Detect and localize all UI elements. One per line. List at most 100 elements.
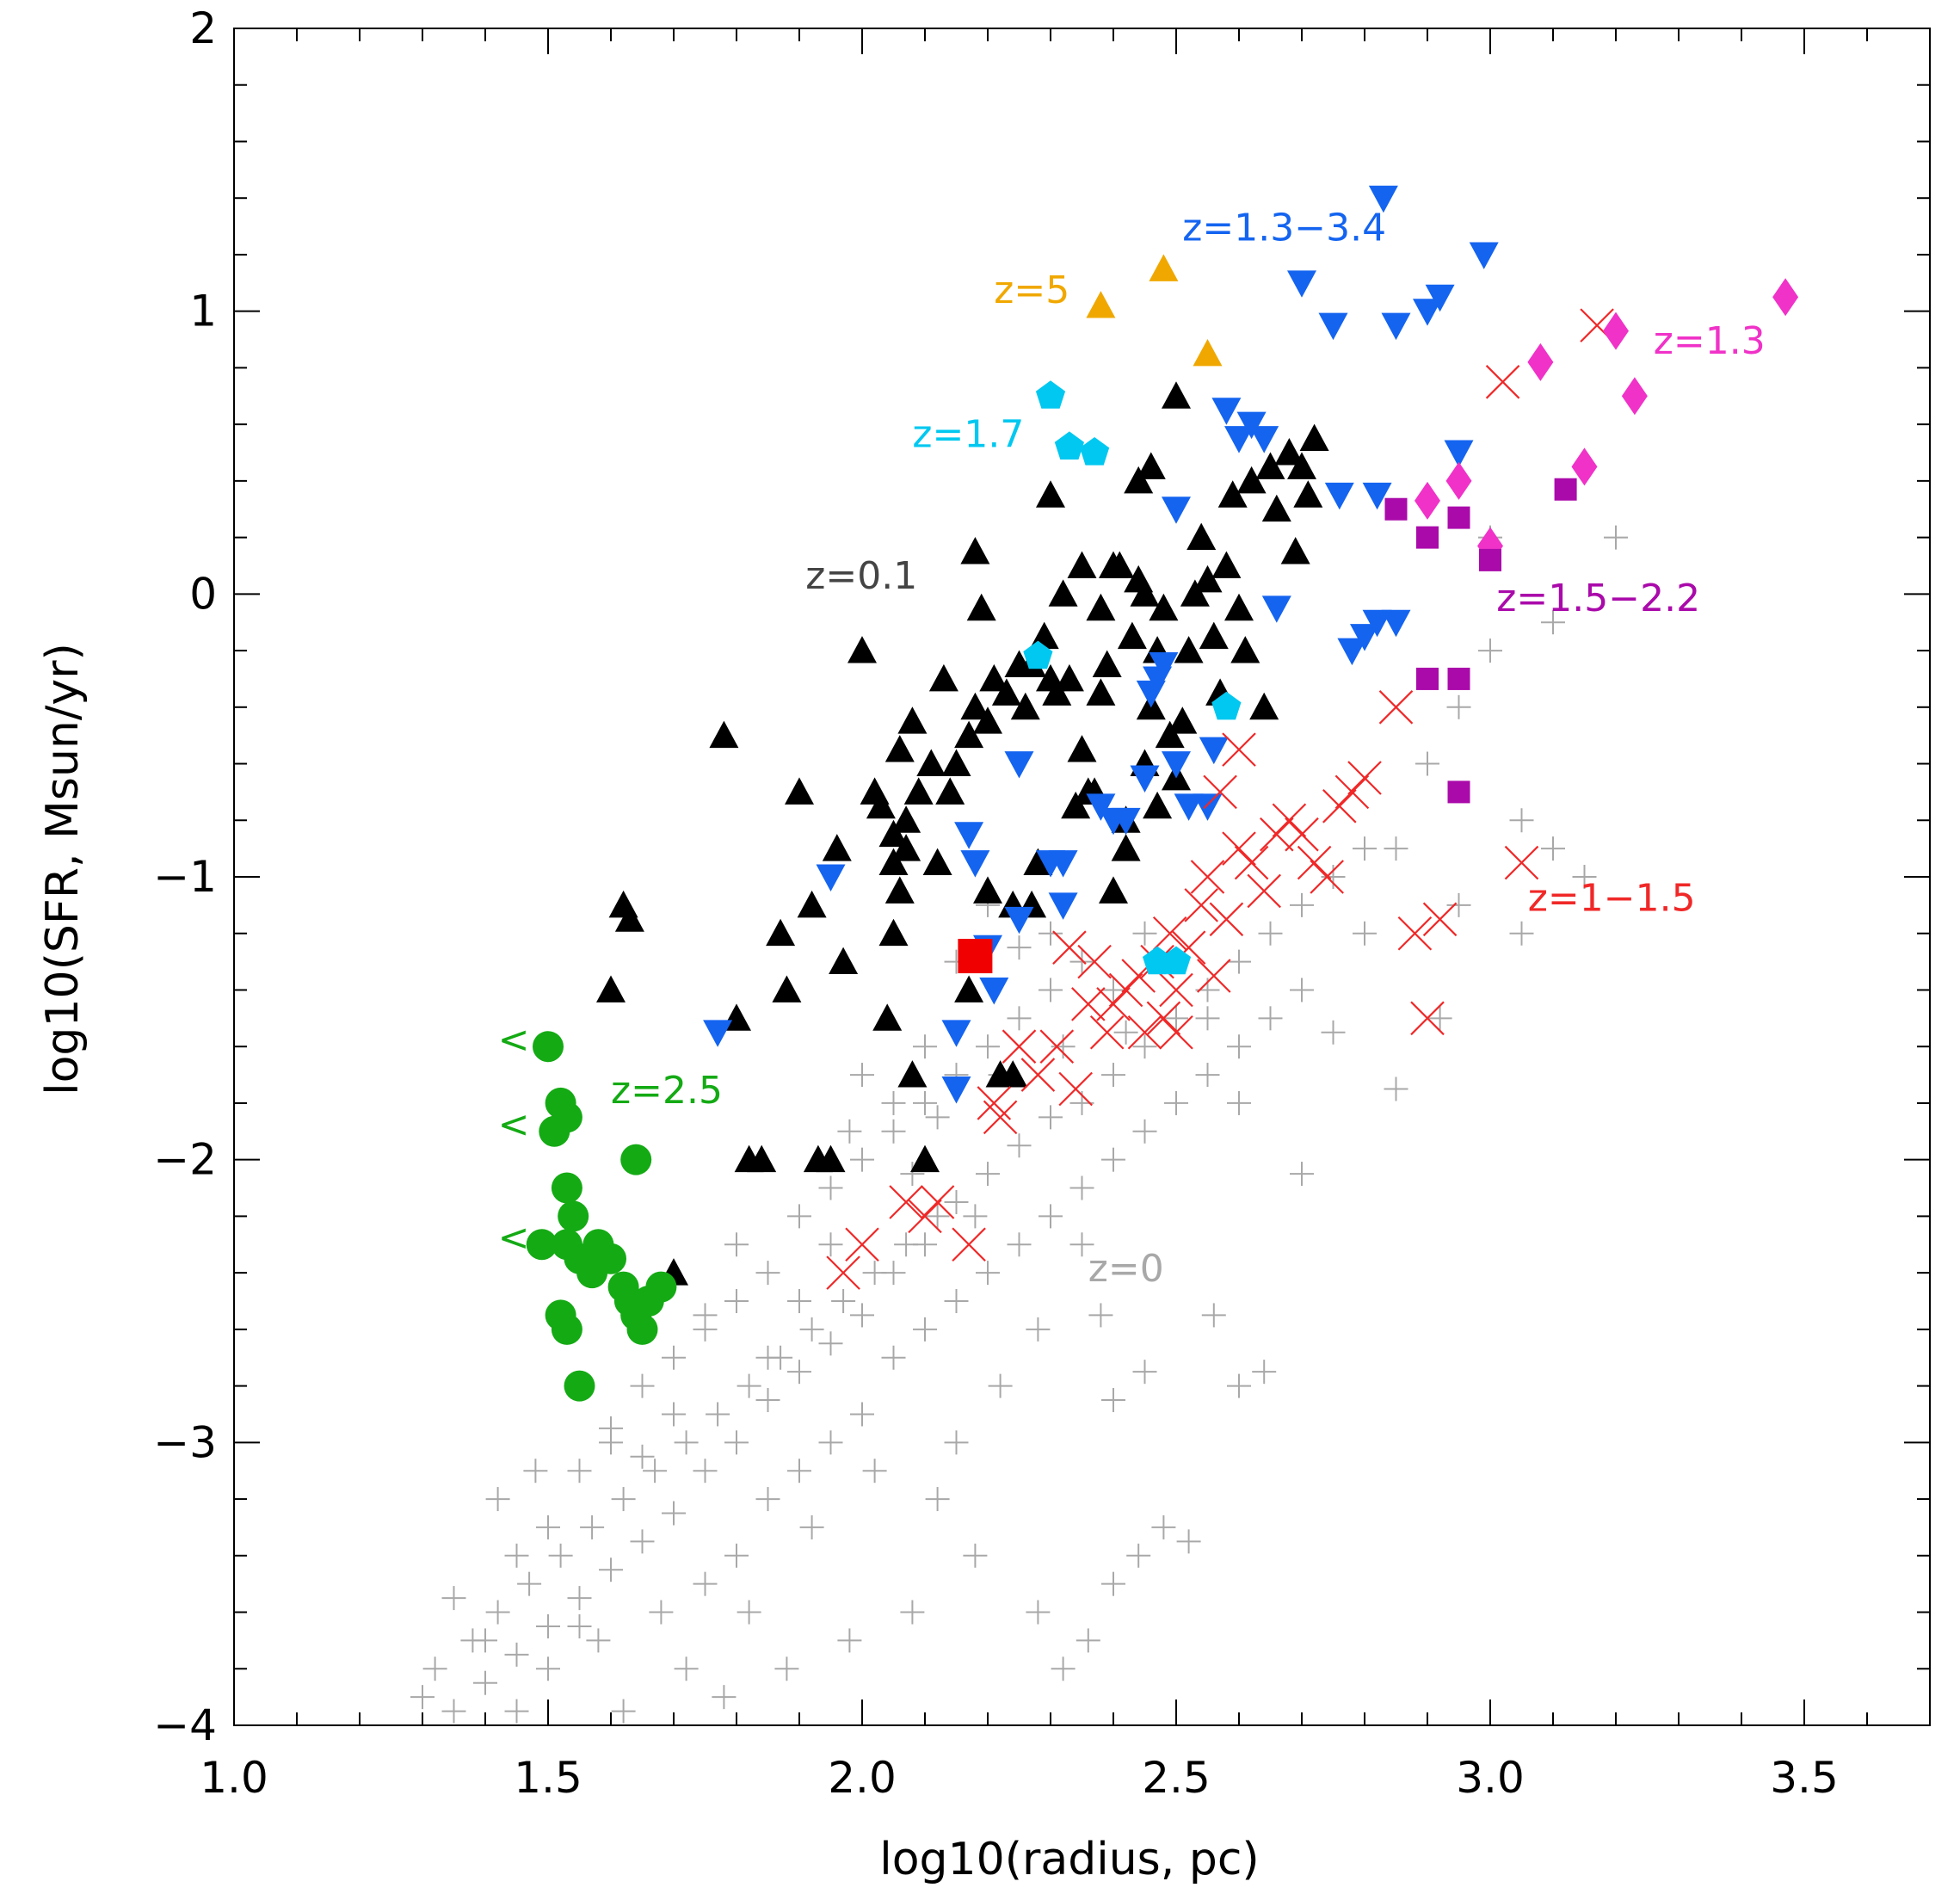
point-z-1-1-5: [1197, 959, 1231, 993]
point-z-1-1-5: [1485, 365, 1520, 399]
point-z-1-1-5: [1504, 845, 1539, 880]
point-z-1-1-5-b: [1222, 732, 1256, 767]
point-z-0-1: [1061, 791, 1091, 819]
point-z-0: [1353, 836, 1377, 861]
point-z-0-1: [1186, 522, 1217, 551]
point-z-1-1-5: [845, 1227, 879, 1262]
point-z-1-3-3-4: [1381, 312, 1411, 341]
point-z-1-3: [1621, 377, 1648, 416]
point-z-1-3-3-4: [1086, 793, 1116, 821]
point-z-0: [1132, 1360, 1157, 1385]
point-z-0: [662, 1345, 686, 1370]
point-z-0: [599, 1416, 623, 1440]
point-z-0-1: [829, 947, 859, 975]
point-z-0: [1572, 865, 1597, 889]
point-z-0-1: [916, 749, 946, 776]
point-z-1-1-5-b: [1209, 902, 1244, 937]
point-z-0: [850, 1402, 874, 1427]
point-z-0: [1604, 525, 1628, 550]
series-z-2-5: [526, 1031, 677, 1402]
point-z-0: [1113, 1020, 1138, 1045]
point-z-0: [485, 1487, 510, 1512]
point-z-2-5: [645, 1271, 677, 1303]
point-z-0: [410, 1685, 435, 1710]
point-highlight: [958, 939, 993, 974]
point-z-1-7: [1054, 431, 1084, 460]
point-z-1-1-5-b: [1322, 789, 1357, 824]
point-z-1-1-5: [1052, 930, 1087, 965]
point-z-1-3-3-4: [1444, 440, 1474, 467]
point-z-0-1: [1299, 423, 1329, 452]
point-z-0: [1446, 892, 1471, 917]
annotation-label: z=0: [1088, 1247, 1164, 1291]
point-z-0: [976, 1034, 1000, 1059]
point-z-0: [473, 1628, 497, 1653]
point-z-0: [548, 1543, 573, 1568]
point-z-1-5-2-2: [1416, 667, 1439, 690]
point-z-0: [674, 1656, 699, 1681]
point-z-2-5: [551, 1101, 582, 1133]
point-z-0: [913, 1034, 937, 1059]
point-z-0: [1076, 1628, 1100, 1653]
point-z-1-3-3-4: [1413, 299, 1442, 326]
point-z-0: [1227, 1090, 1251, 1115]
point-z-0: [881, 1119, 906, 1144]
point-z-1-1-5: [1127, 1015, 1162, 1050]
point-z-0: [1007, 935, 1032, 960]
point-z-1-3-3-4: [1149, 652, 1179, 680]
point-z-1-1-5: [1146, 1001, 1181, 1036]
point-z-0: [944, 1189, 969, 1214]
point-z-0: [1541, 610, 1565, 635]
point-z-0: [1051, 1034, 1076, 1059]
point-z-1-1-5: [1410, 1001, 1445, 1036]
point-z-0: [536, 1656, 560, 1681]
point-z-0: [1478, 638, 1502, 663]
point-z-1-1-5: [1285, 817, 1319, 852]
point-z-1-1-5-b: [1127, 1015, 1162, 1050]
point-z-0: [1026, 1317, 1051, 1342]
point-z-0: [1384, 1076, 1408, 1101]
point-z-0: [1176, 1529, 1201, 1554]
point-z-1-3-3-4: [1162, 497, 1191, 524]
point-z-1-1-5-b: [1485, 365, 1520, 399]
point-z-0-1: [1193, 564, 1223, 593]
point-z-0: [706, 1402, 730, 1427]
y-tick-label: 2: [189, 3, 217, 53]
point-z-0-1: [979, 663, 1009, 692]
point-z-0: [881, 1345, 906, 1370]
y-axis-title: log10(SFR, Msun/yr): [37, 643, 89, 1095]
annotation-label: z=1.3−3.4: [1182, 207, 1386, 250]
annotation-label: z=1−1.5: [1528, 876, 1696, 920]
point-z-0-1: [897, 1060, 928, 1088]
point-z-0: [649, 1600, 674, 1625]
point-z-1-1-5-b: [1190, 860, 1225, 894]
point-z-0-1: [960, 692, 990, 720]
series-z-0-1: [596, 381, 1329, 1286]
point-z-1-1-5-b: [983, 1100, 1018, 1135]
annotation-label: <: [498, 1018, 530, 1062]
series-z-5: [1086, 254, 1223, 367]
point-z-1-3-3-4: [1469, 242, 1499, 269]
point-z-0: [599, 1558, 623, 1582]
point-z-0: [536, 1514, 560, 1539]
point-z-1-1-5: [983, 1100, 1018, 1135]
point-z-1-3: [1445, 461, 1472, 500]
point-z-1-3-3-4: [1324, 482, 1354, 510]
point-z-1-7: [1080, 437, 1110, 466]
point-z-0: [504, 1642, 529, 1667]
point-z-1-1-5: [1347, 761, 1382, 795]
point-z-1-5-2-2: [1447, 780, 1470, 804]
point-z-1-1-5: [1077, 944, 1112, 979]
point-z-0: [1415, 751, 1439, 776]
point-z-1-3: [1415, 481, 1440, 520]
point-z-0-1: [878, 848, 909, 876]
point-z-1-3-3-4: [979, 978, 1009, 1005]
point-z-0-1: [1042, 678, 1072, 706]
point-z-0: [963, 1204, 988, 1229]
point-z-0: [1101, 1063, 1125, 1088]
points-layer: [410, 185, 1799, 1724]
point-z-1-3-3-4: [1368, 185, 1398, 213]
point-z-1-1-5-b: [1197, 959, 1231, 993]
point-z-0: [963, 1543, 988, 1568]
point-z-0: [831, 1289, 856, 1313]
